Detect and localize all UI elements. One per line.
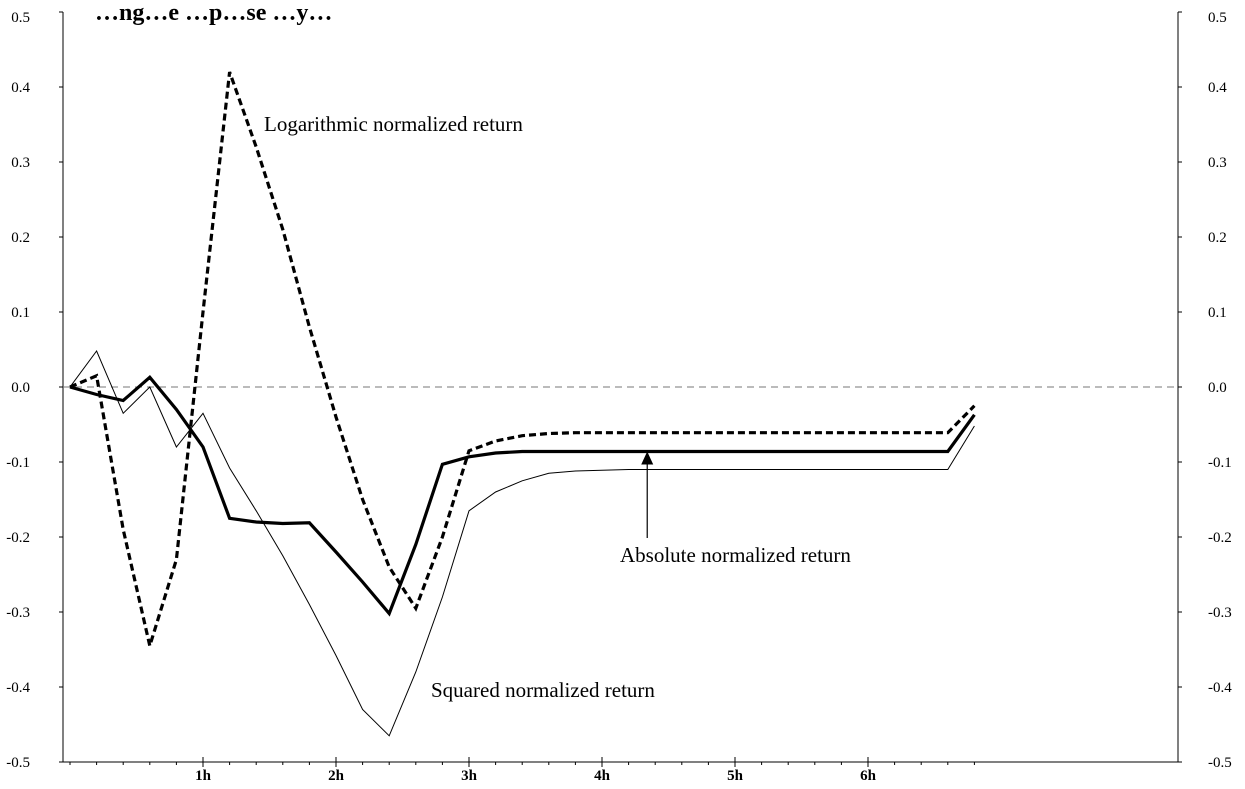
annotation-label-1: Absolute normalized return — [620, 543, 851, 567]
y-tick-label-right: 0.5 — [1208, 10, 1227, 26]
y-tick-label-left: 0.3 — [11, 155, 30, 171]
x-tick-label: 1h — [195, 768, 212, 784]
y-tick-label-right: -0.3 — [1208, 605, 1232, 621]
x-tick-label: 2h — [328, 768, 345, 784]
y-tick-label-right: -0.4 — [1208, 680, 1232, 696]
chart-title: …ng…e …p…se …y… — [95, 0, 332, 26]
y-tick-label-left: -0.5 — [6, 755, 30, 771]
series-layer — [69, 71, 976, 737]
y-tick-label-right: 0.3 — [1208, 155, 1227, 171]
y-tick-label-left: 0.1 — [11, 305, 30, 321]
series-line-0 — [69, 71, 976, 652]
y-tick-label-right: -0.1 — [1208, 455, 1232, 471]
x-tick-label: 4h — [594, 768, 611, 784]
annotation-label-2: Squared normalized return — [431, 678, 655, 702]
y-tick-label-right: 0.1 — [1208, 305, 1227, 321]
y-tick-label-right: 0.4 — [1208, 80, 1227, 96]
y-tick-label-left: -0.1 — [6, 455, 30, 471]
y-tick-label-right: -0.5 — [1208, 755, 1232, 771]
x-tick-label: 5h — [727, 768, 744, 784]
x-tick-label: 3h — [461, 768, 478, 784]
annotation-arrow-head — [641, 451, 654, 465]
y-tick-label-left: 0.4 — [11, 80, 30, 96]
y-tick-label-left: 0.0 — [11, 380, 30, 396]
y-tick-label-right: 0.2 — [1208, 230, 1227, 246]
annotation-label-0: Logarithmic normalized return — [264, 112, 523, 136]
annotation-layer: Logarithmic normalized return Absolute no… — [264, 112, 851, 702]
series-line-1 — [69, 375, 976, 617]
series-line-2 — [69, 350, 975, 737]
y-tick-label-left: -0.4 — [6, 680, 30, 696]
ticks-layer: -0.5 -0.5 -0.4 -0.4 -0.3 -0.3 -0.2 -0.2 -0.1 -0.1… — [6, 10, 1232, 784]
y-tick-label-right: -0.2 — [1208, 530, 1232, 546]
x-tick-label: 6h — [860, 768, 877, 784]
y-tick-label-left: 0.2 — [11, 230, 30, 246]
y-tick-label-left: 0.5 — [11, 10, 30, 26]
y-tick-label-left: -0.3 — [6, 605, 30, 621]
y-tick-label-right: 0.0 — [1208, 380, 1227, 396]
y-tick-label-left: -0.2 — [6, 530, 30, 546]
